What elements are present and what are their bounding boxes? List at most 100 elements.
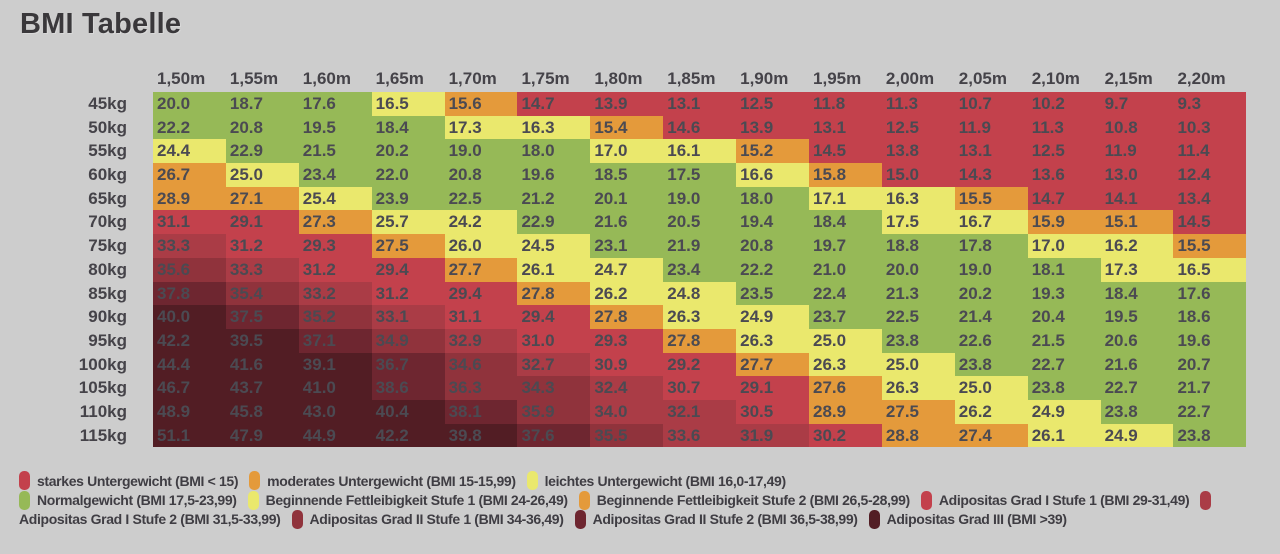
bmi-cell: 20.8 xyxy=(736,234,810,258)
bmi-cell: 41.6 xyxy=(225,352,299,377)
legend-label: Adipositas Grad I Stufe 1 (BMI 29-31,49) xyxy=(938,492,1190,509)
bmi-cell: 16.2 xyxy=(1100,234,1174,258)
bmi-cell: 17.3 xyxy=(444,115,518,140)
bmi-cell: 25.0 xyxy=(954,376,1028,400)
bmi-cell: 15.0 xyxy=(881,163,955,187)
bmi-cell: 27.4 xyxy=(954,423,1028,448)
bmi-cell: 37.8 xyxy=(153,281,226,306)
bmi-cell: 23.9 xyxy=(371,186,445,211)
bmi-cell: 10.3 xyxy=(1173,115,1247,140)
bmi-cell: 23.4 xyxy=(298,163,372,187)
bmi-cell: 22.5 xyxy=(444,186,518,211)
bmi-cell: 45.8 xyxy=(225,399,299,424)
row-header: 115kg xyxy=(79,425,127,445)
bmi-cell: 18.4 xyxy=(371,115,445,140)
bmi-cell: 20.5 xyxy=(663,210,737,235)
row-header: 75kg xyxy=(88,236,127,256)
bmi-cell: 16.3 xyxy=(517,115,591,140)
bmi-cell: 28.9 xyxy=(809,399,882,424)
bmi-cell: 17.0 xyxy=(1027,234,1101,258)
bmi-cell: 31.0 xyxy=(517,328,591,353)
bmi-table: 1,50m 1,55m 1,60m 1,65m 1,70m 1,75m 1,80m 1,85m… xyxy=(0,64,1247,448)
page-title: BMI Tabelle xyxy=(20,8,182,40)
bmi-cell: 43.0 xyxy=(298,399,372,424)
bmi-cell: 21.9 xyxy=(663,234,737,258)
bmi-cell: 21.5 xyxy=(1027,328,1101,353)
column-header: 2,20m xyxy=(1177,69,1226,88)
bmi-cell: 51.1 xyxy=(153,423,226,448)
bmi-cell: 19.5 xyxy=(1100,305,1174,329)
legend-swatch-orange xyxy=(578,490,590,510)
bmi-cell: 22.9 xyxy=(225,139,299,164)
bmi-cell: 25.0 xyxy=(881,352,955,377)
bmi-cell: 19.6 xyxy=(517,163,591,187)
bmi-cell: 13.1 xyxy=(663,92,737,116)
column-header: 2,05m xyxy=(958,69,1007,88)
legend-swatch-yellow xyxy=(526,471,538,491)
bmi-cell: 34.6 xyxy=(444,352,518,377)
bmi-cell: 19.0 xyxy=(663,186,737,211)
bmi-cell: 14.6 xyxy=(663,115,737,140)
bmi-cell: 19.6 xyxy=(1173,328,1247,353)
bmi-cell: 18.0 xyxy=(517,139,591,164)
bmi-cell: 31.1 xyxy=(153,210,226,235)
bmi-cell: 21.0 xyxy=(809,257,882,282)
bmi-cell: 11.8 xyxy=(809,92,882,116)
legend-label: Adipositas Grad III (BMI >39) xyxy=(886,511,1067,528)
bmi-cell: 19.0 xyxy=(954,257,1028,282)
column-header: 1,90m xyxy=(740,69,789,88)
bmi-cell: 17.8 xyxy=(954,234,1028,258)
column-header: 2,10m xyxy=(1031,69,1080,88)
bmi-cell: 11.3 xyxy=(881,92,955,116)
bmi-cell: 15.9 xyxy=(1027,210,1101,235)
column-header: 1,85m xyxy=(667,69,716,88)
bmi-cell: 41.0 xyxy=(298,376,372,400)
legend-line: Normalgewicht (BMI 17,5-23,99) Beginnende… xyxy=(19,490,1218,510)
bmi-cell: 32.7 xyxy=(517,352,591,377)
row-header: 105kg xyxy=(78,378,127,398)
row-header: 70kg xyxy=(88,212,127,232)
bmi-cell: 27.7 xyxy=(444,257,518,282)
bmi-cell: 21.5 xyxy=(298,139,372,164)
bmi-cell: 33.3 xyxy=(153,234,226,258)
bmi-cell: 43.7 xyxy=(225,376,299,400)
bmi-cell: 27.3 xyxy=(298,210,372,235)
bmi-cell: 27.8 xyxy=(590,305,664,329)
bmi-cell: 15.1 xyxy=(1100,210,1174,235)
row-header: 65kg xyxy=(88,188,127,208)
column-header: 1,65m xyxy=(375,69,424,88)
bmi-cell: 23.4 xyxy=(663,257,737,282)
bmi-cell: 13.9 xyxy=(590,92,664,116)
bmi-cell: 32.4 xyxy=(590,376,664,400)
bmi-cell: 17.5 xyxy=(881,210,955,235)
bmi-cell: 12.5 xyxy=(1027,139,1101,164)
legend-label: Adipositas Grad II Stufe 2 (BMI 36,5-38,… xyxy=(592,511,858,528)
bmi-cell: 23.8 xyxy=(881,328,955,353)
bmi-cell: 18.1 xyxy=(1027,257,1101,282)
bmi-cell: 9.7 xyxy=(1100,92,1174,116)
bmi-cell: 36.7 xyxy=(371,352,445,377)
row-header: 90kg xyxy=(88,307,127,327)
row-header: 60kg xyxy=(88,165,127,185)
row-header: 50kg xyxy=(88,117,127,137)
bmi-cell: 14.3 xyxy=(954,163,1028,187)
bmi-cell: 22.2 xyxy=(736,257,810,282)
bmi-cell: 16.5 xyxy=(1173,257,1247,282)
bmi-cell: 20.4 xyxy=(1027,305,1101,329)
bmi-cell: 35.6 xyxy=(153,257,226,282)
bmi-cell: 22.7 xyxy=(1173,399,1247,424)
row-header: 55kg xyxy=(88,141,127,161)
bmi-cell: 44.4 xyxy=(153,352,226,377)
bmi-cell: 17.6 xyxy=(298,92,372,116)
bmi-cell: 23.8 xyxy=(954,352,1028,377)
bmi-cell: 21.7 xyxy=(1173,376,1247,400)
bmi-cell: 25.0 xyxy=(225,163,299,187)
bmi-cell: 40.0 xyxy=(153,305,226,329)
bmi-cell: 18.4 xyxy=(809,210,882,235)
bmi-cell: 27.8 xyxy=(663,328,737,353)
column-header: 2,00m xyxy=(885,69,935,88)
bmi-cell: 18.5 xyxy=(590,163,664,187)
bmi-cell: 31.2 xyxy=(225,234,299,258)
bmi-cell: 28.8 xyxy=(881,423,955,448)
